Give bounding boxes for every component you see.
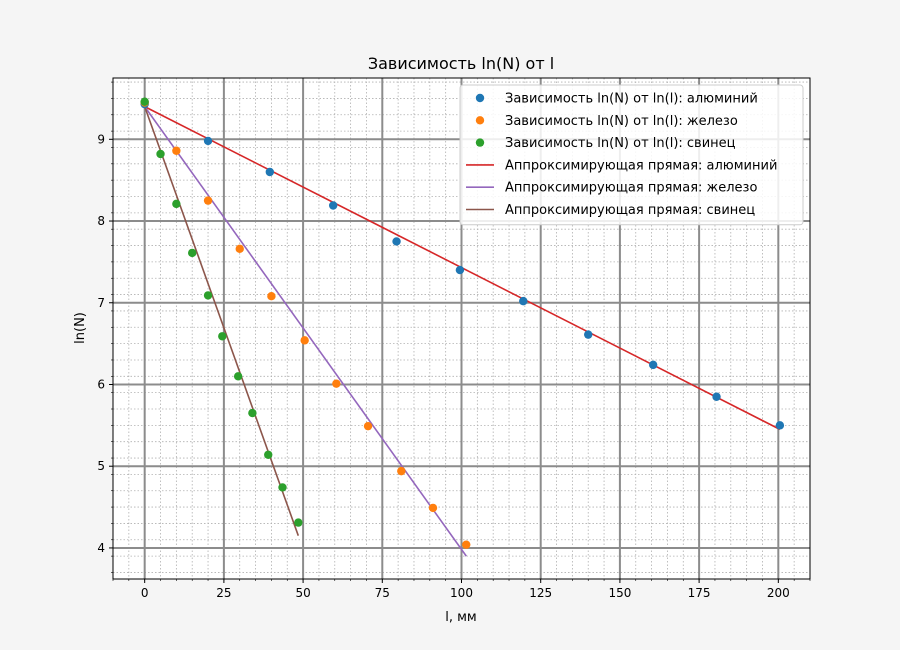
- data-point-1: [235, 244, 244, 254]
- legend-entry-label: Аппроксимирующая прямая: железо: [505, 181, 757, 196]
- y-tick-label: 9: [97, 132, 105, 146]
- data-point-2: [203, 291, 213, 300]
- x-tick-label: 75: [375, 586, 390, 600]
- x-tick-label: 0: [141, 586, 149, 600]
- x-tick-label: 50: [295, 586, 310, 600]
- data-point-1: [462, 540, 471, 549]
- data-point-2: [188, 248, 197, 258]
- data-points: [140, 97, 785, 549]
- legend-entry-label: Зависимость ln(N) от ln(l): свинец: [505, 136, 736, 151]
- y-tick-label: 4: [97, 541, 105, 555]
- x-tick-label: 200: [767, 586, 790, 600]
- x-tick-label: 175: [688, 586, 711, 600]
- data-point-2: [218, 332, 227, 341]
- data-point-2: [248, 408, 257, 418]
- fit-line-5: [143, 106, 300, 536]
- axis-ticks: 0 25 50 75 100 125 150 175 200 4 5 6 7 8 9: [97, 81, 811, 600]
- x-tick-label: 25: [216, 586, 231, 600]
- x-tick-label: 100: [450, 586, 473, 600]
- data-point-2: [156, 149, 165, 159]
- data-point-2: [294, 518, 303, 527]
- data-point-1: [300, 336, 309, 345]
- legend-point-marker: [475, 116, 485, 125]
- legend-point-marker: [475, 138, 485, 147]
- data-point-1: [332, 379, 341, 388]
- legend-entry-label: Аппроксимирующая прямая: алюминий: [505, 158, 777, 173]
- data-point-1: [203, 196, 213, 205]
- data-point-0: [584, 330, 593, 339]
- data-point-1: [428, 503, 438, 513]
- y-axis-title: ln(N): [73, 312, 88, 344]
- chart-title: Зависимость ln(N) от l: [368, 54, 554, 73]
- data-point-0: [519, 296, 528, 306]
- data-point-2: [233, 372, 243, 381]
- data-point-1: [267, 292, 276, 301]
- legend-entry-label: Зависимость ln(N) от ln(l): железо: [505, 114, 738, 129]
- legend-entry-label: Аппроксимирующая прямая: свинец: [505, 203, 755, 218]
- data-point-0: [328, 201, 338, 210]
- data-point-0: [712, 392, 721, 401]
- legend-point-marker: [475, 93, 485, 103]
- data-point-1: [172, 146, 181, 155]
- data-point-0: [648, 360, 658, 370]
- legend: Зависимость ln(N) от ln(l): алюминий Зави…: [459, 84, 804, 226]
- data-point-2: [172, 199, 181, 209]
- data-point-0: [392, 237, 401, 246]
- data-point-2: [264, 450, 273, 459]
- data-point-0: [203, 136, 213, 146]
- data-point-0: [265, 167, 275, 177]
- legend-entry-label: Зависимость ln(N) от ln(l): алюминий: [505, 92, 758, 107]
- data-point-2: [278, 483, 287, 492]
- data-point-0: [455, 265, 465, 275]
- data-point-1: [363, 421, 373, 431]
- y-tick-label: 5: [97, 459, 105, 473]
- legend-box: [459, 84, 804, 226]
- x-tick-label: 150: [608, 586, 631, 600]
- fit-line-4: [144, 106, 467, 557]
- y-tick-label: 6: [97, 377, 105, 391]
- y-tick-label: 8: [97, 214, 105, 228]
- data-point-0: [775, 421, 785, 430]
- x-tick-label: 125: [529, 586, 552, 600]
- data-point-1: [397, 466, 406, 476]
- data-point-2: [140, 97, 149, 106]
- x-axis-title: l, мм: [445, 610, 477, 625]
- y-tick-label: 7: [97, 296, 105, 310]
